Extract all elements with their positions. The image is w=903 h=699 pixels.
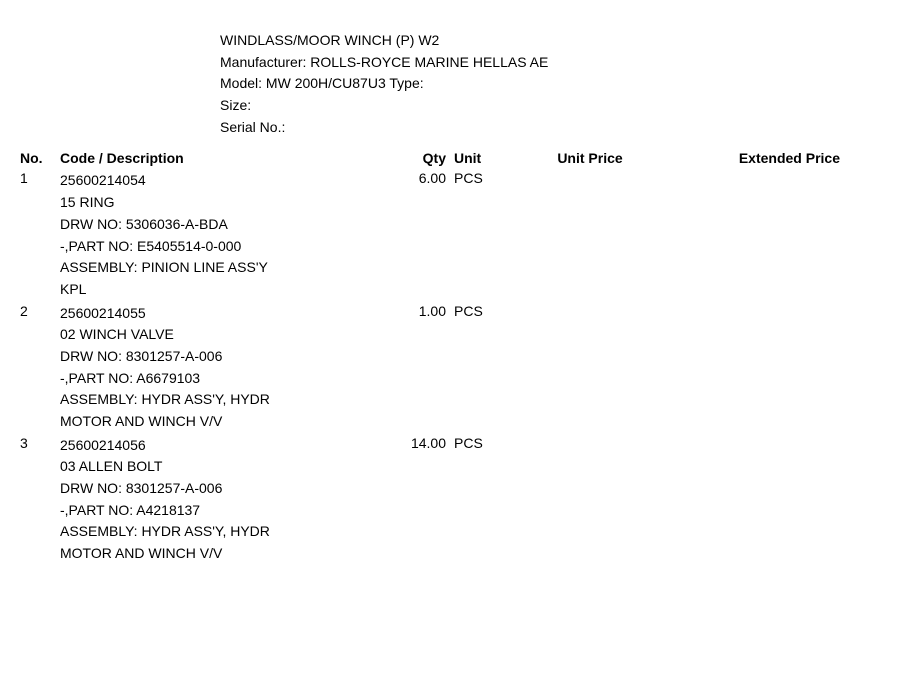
type-label: Type: [389, 75, 423, 91]
item-code: 25600214054 [60, 170, 360, 192]
row-description: 2560021405603 ALLEN BOLTDRW NO: 8301257-… [60, 435, 380, 565]
item-desc4: ASSEMBLY: HYDR ASS'Y, HYDR MOTOR AND WIN… [60, 389, 290, 432]
serial-line: Serial No.: [220, 117, 883, 139]
row-no: 2 [20, 303, 60, 319]
serial-label: Serial No.: [220, 119, 285, 135]
row-description: 2560021405415 RINGDRW NO: 5306036-A-BDA-… [60, 170, 380, 300]
row-qty: 14.00 [380, 435, 450, 451]
item-desc3: -,PART NO: E5405514-0-000 [60, 236, 290, 258]
table-row: 32560021405603 ALLEN BOLTDRW NO: 8301257… [20, 435, 883, 565]
item-desc1: 03 ALLEN BOLT [60, 456, 290, 478]
col-qty: Qty [380, 150, 450, 166]
item-desc2: DRW NO: 8301257-A-006 [60, 478, 290, 500]
model-value: MW 200H/CU87U3 [266, 75, 386, 91]
col-unit-price: Unit Price [510, 150, 670, 166]
item-desc2: DRW NO: 8301257-A-006 [60, 346, 290, 368]
row-unit: PCS [450, 303, 510, 319]
row-no: 3 [20, 435, 60, 451]
manufacturer-label: Manufacturer: [220, 54, 306, 70]
item-desc4: ASSEMBLY: HYDR ASS'Y, HYDR MOTOR AND WIN… [60, 521, 290, 564]
item-desc1: 02 WINCH VALVE [60, 324, 290, 346]
col-code-desc: Code / Description [60, 150, 380, 166]
size-line: Size: [220, 95, 883, 117]
manufacturer-value: ROLLS-ROYCE MARINE HELLAS AE [310, 54, 548, 70]
size-label: Size: [220, 97, 251, 113]
manufacturer-line: Manufacturer: ROLLS-ROYCE MARINE HELLAS … [220, 52, 883, 74]
equipment-title: WINDLASS/MOOR WINCH (P) W2 [220, 30, 883, 52]
item-code: 25600214056 [60, 435, 360, 457]
item-desc3: -,PART NO: A6679103 [60, 368, 290, 390]
col-no: No. [20, 150, 60, 166]
row-unit: PCS [450, 435, 510, 451]
row-description: 2560021405502 WINCH VALVEDRW NO: 8301257… [60, 303, 380, 433]
item-code: 25600214055 [60, 303, 360, 325]
col-unit: Unit [450, 150, 510, 166]
table-header-row: No. Code / Description Qty Unit Unit Pri… [20, 150, 883, 166]
item-desc3: -,PART NO: A4218137 [60, 500, 290, 522]
row-no: 1 [20, 170, 60, 186]
model-line: Model: MW 200H/CU87U3 Type: [220, 73, 883, 95]
row-qty: 6.00 [380, 170, 450, 186]
table-row: 12560021405415 RINGDRW NO: 5306036-A-BDA… [20, 170, 883, 300]
table-row: 22560021405502 WINCH VALVEDRW NO: 830125… [20, 303, 883, 433]
equipment-header: WINDLASS/MOOR WINCH (P) W2 Manufacturer:… [220, 30, 883, 138]
item-desc2: DRW NO: 5306036-A-BDA [60, 214, 290, 236]
item-desc4: ASSEMBLY: PINION LINE ASS'Y KPL [60, 257, 290, 300]
col-extended-price: Extended Price [670, 150, 840, 166]
item-desc1: 15 RING [60, 192, 290, 214]
model-label: Model: [220, 75, 262, 91]
row-qty: 1.00 [380, 303, 450, 319]
row-unit: PCS [450, 170, 510, 186]
table-body: 12560021405415 RINGDRW NO: 5306036-A-BDA… [20, 170, 883, 564]
